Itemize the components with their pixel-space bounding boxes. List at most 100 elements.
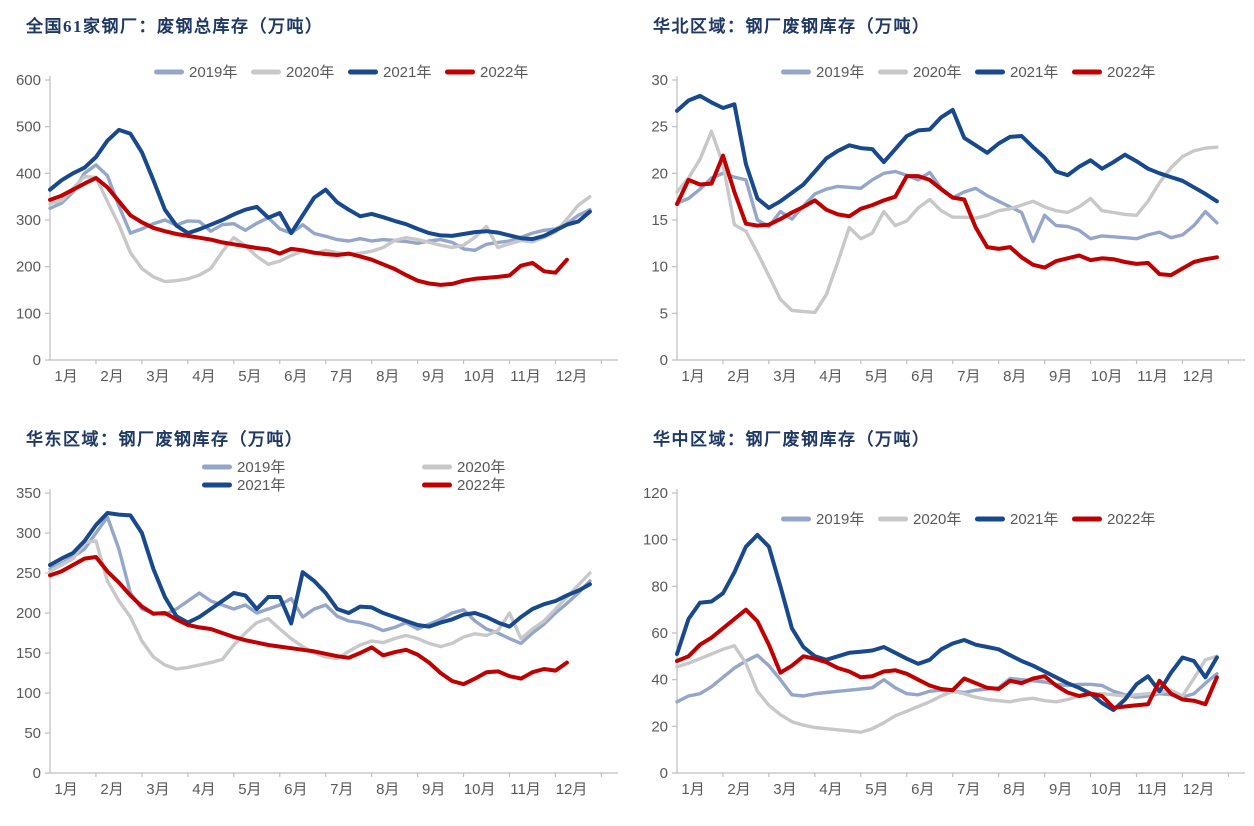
legend-swatch-2021年 bbox=[975, 69, 1005, 75]
y-tick-label: 0 bbox=[660, 765, 668, 782]
x-tick-label: 5月 bbox=[238, 368, 261, 385]
x-tick-label: 8月 bbox=[1003, 368, 1026, 385]
legend-label-2019年: 2019年 bbox=[189, 64, 237, 81]
legend-item-2022年: 2022年 bbox=[422, 477, 505, 494]
x-tick-label: 7月 bbox=[330, 368, 353, 385]
legend-swatch-2020年 bbox=[878, 516, 908, 522]
legend-label-2022年: 2022年 bbox=[457, 477, 505, 494]
legend-label-2021年: 2021年 bbox=[1010, 64, 1058, 81]
legend: 2019年 2020年 2021年 2022年 bbox=[781, 511, 1155, 528]
y-tick-label: 40 bbox=[651, 672, 668, 689]
legend-item-2020年: 2020年 bbox=[422, 459, 505, 476]
x-tick-label: 6月 bbox=[284, 781, 307, 798]
x-tick-label: 3月 bbox=[146, 781, 169, 798]
y-tick-label: 120 bbox=[643, 485, 668, 502]
series-line-2020年 bbox=[675, 129, 1219, 315]
x-tick-label: 2月 bbox=[727, 368, 750, 385]
legend: 2019年 2020年 2021年 2022年 bbox=[202, 459, 505, 494]
x-tick-label: 3月 bbox=[773, 781, 796, 798]
series-line-2019年 bbox=[675, 169, 1219, 244]
x-tick-label: 6月 bbox=[911, 781, 934, 798]
axes bbox=[676, 76, 1245, 361]
y-tick-label: 50 bbox=[24, 725, 41, 742]
y-tick-label: 0 bbox=[33, 765, 41, 782]
x-tick-label: 11月 bbox=[1137, 781, 1168, 798]
chart-title-east-china: 华东区域：钢厂废钢库存（万吨） bbox=[26, 430, 304, 449]
legend-label-2021年: 2021年 bbox=[383, 64, 431, 81]
x-tick-label: 12月 bbox=[556, 368, 588, 385]
x-tick-label: 4月 bbox=[819, 368, 842, 385]
legend-item-2021年: 2021年 bbox=[348, 64, 431, 81]
legend-swatch-2021年 bbox=[975, 516, 1005, 522]
series-line-2022年 bbox=[48, 176, 569, 287]
legend-item-2019年: 2019年 bbox=[202, 459, 285, 476]
legend-item-2022年: 2022年 bbox=[1072, 64, 1155, 81]
legend-item-2020年: 2020年 bbox=[251, 64, 334, 81]
x-axis-ticks: 1月 2月 3月 4月 5月 6月 7月 8月 9月 10月 11月 12月 bbox=[681, 773, 1230, 798]
legend-item-2021年: 2021年 bbox=[202, 477, 285, 494]
x-tick-label: 9月 bbox=[422, 781, 445, 798]
x-tick-label: 5月 bbox=[865, 368, 888, 385]
legend-swatch-2022年 bbox=[1072, 69, 1102, 75]
legend-label-2019年: 2019年 bbox=[237, 459, 285, 476]
chart-panel-east-china: 华东区域：钢厂废钢库存（万吨） 0 50 100 150 200 250 300 350 1月 2… bbox=[0, 413, 627, 826]
y-tick-label: 350 bbox=[16, 485, 41, 502]
y-tick-label: 0 bbox=[660, 352, 668, 369]
legend-swatch-2019年 bbox=[781, 516, 811, 522]
x-tick-label: 3月 bbox=[146, 368, 169, 385]
x-tick-label: 8月 bbox=[1003, 781, 1026, 798]
legend-item-2021年: 2021年 bbox=[975, 64, 1058, 81]
x-tick-label: 2月 bbox=[727, 781, 750, 798]
legend-swatch-2019年 bbox=[202, 464, 232, 470]
legend-swatch-2019年 bbox=[781, 69, 811, 75]
axes bbox=[49, 76, 618, 361]
x-tick-label: 10月 bbox=[1091, 368, 1123, 385]
x-tick-label: 4月 bbox=[192, 368, 215, 385]
x-tick-label: 1月 bbox=[54, 368, 77, 385]
y-tick-label: 0 bbox=[33, 352, 41, 369]
legend-item-2020年: 2020年 bbox=[878, 511, 961, 528]
y-tick-label: 20 bbox=[651, 165, 668, 182]
x-axis-ticks: 1月 2月 3月 4月 5月 6月 7月 8月 9月 10月 11月 12月 bbox=[54, 773, 603, 798]
x-tick-label: 2月 bbox=[100, 368, 123, 385]
legend-label-2021年: 2021年 bbox=[237, 477, 285, 494]
chart-title-central-china: 华中区域：钢厂废钢库存（万吨） bbox=[653, 430, 931, 449]
legend-label-2022年: 2022年 bbox=[1107, 64, 1155, 81]
x-tick-label: 10月 bbox=[464, 781, 496, 798]
legend-swatch-2022年 bbox=[1072, 516, 1102, 522]
chart-panel-national: 全国61家钢厂：废钢总库存（万吨） 0 100 200 300 400 500 600 1月 2… bbox=[0, 0, 627, 413]
legend-label-2022年: 2022年 bbox=[480, 64, 528, 81]
x-tick-label: 12月 bbox=[1183, 781, 1215, 798]
x-tick-label: 9月 bbox=[1049, 781, 1072, 798]
y-tick-label: 100 bbox=[16, 305, 41, 322]
y-tick-label: 200 bbox=[16, 605, 41, 622]
y-tick-label: 500 bbox=[16, 119, 41, 136]
legend-swatch-2020年 bbox=[422, 464, 452, 470]
legend-label-2020年: 2020年 bbox=[913, 511, 961, 528]
legend-swatch-2019年 bbox=[154, 69, 184, 75]
x-tick-label: 9月 bbox=[422, 368, 445, 385]
x-tick-label: 11月 bbox=[1137, 368, 1168, 385]
legend-label-2019年: 2019年 bbox=[816, 64, 864, 81]
x-axis-ticks: 1月 2月 3月 4月 5月 6月 7月 8月 9月 10月 11月 12月 bbox=[681, 360, 1230, 385]
x-tick-label: 10月 bbox=[1091, 781, 1123, 798]
y-tick-label: 100 bbox=[16, 685, 41, 702]
y-tick-label: 300 bbox=[16, 525, 41, 542]
chart-panel-central-china: 华中区域：钢厂废钢库存（万吨） 0 20 40 60 80 100 120 1月 2月 3月 4月 5… bbox=[627, 413, 1254, 826]
legend-label-2019年: 2019年 bbox=[816, 511, 864, 528]
legend-swatch-2020年 bbox=[878, 69, 908, 75]
legend-label-2020年: 2020年 bbox=[913, 64, 961, 81]
series-line-2021年 bbox=[48, 127, 592, 242]
x-tick-label: 7月 bbox=[957, 368, 980, 385]
legend-item-2019年: 2019年 bbox=[781, 64, 864, 81]
y-tick-label: 300 bbox=[16, 212, 41, 229]
y-axis-ticks: 0 100 200 300 400 500 600 bbox=[16, 72, 50, 369]
y-tick-label: 400 bbox=[16, 165, 41, 182]
y-axis-ticks: 0 5 10 15 20 25 30 bbox=[651, 72, 677, 369]
series-line-2022年 bbox=[48, 555, 569, 687]
x-tick-label: 7月 bbox=[330, 781, 353, 798]
chart-title-national: 全国61家钢厂：废钢总库存（万吨） bbox=[26, 17, 324, 36]
y-tick-label: 250 bbox=[16, 565, 41, 582]
